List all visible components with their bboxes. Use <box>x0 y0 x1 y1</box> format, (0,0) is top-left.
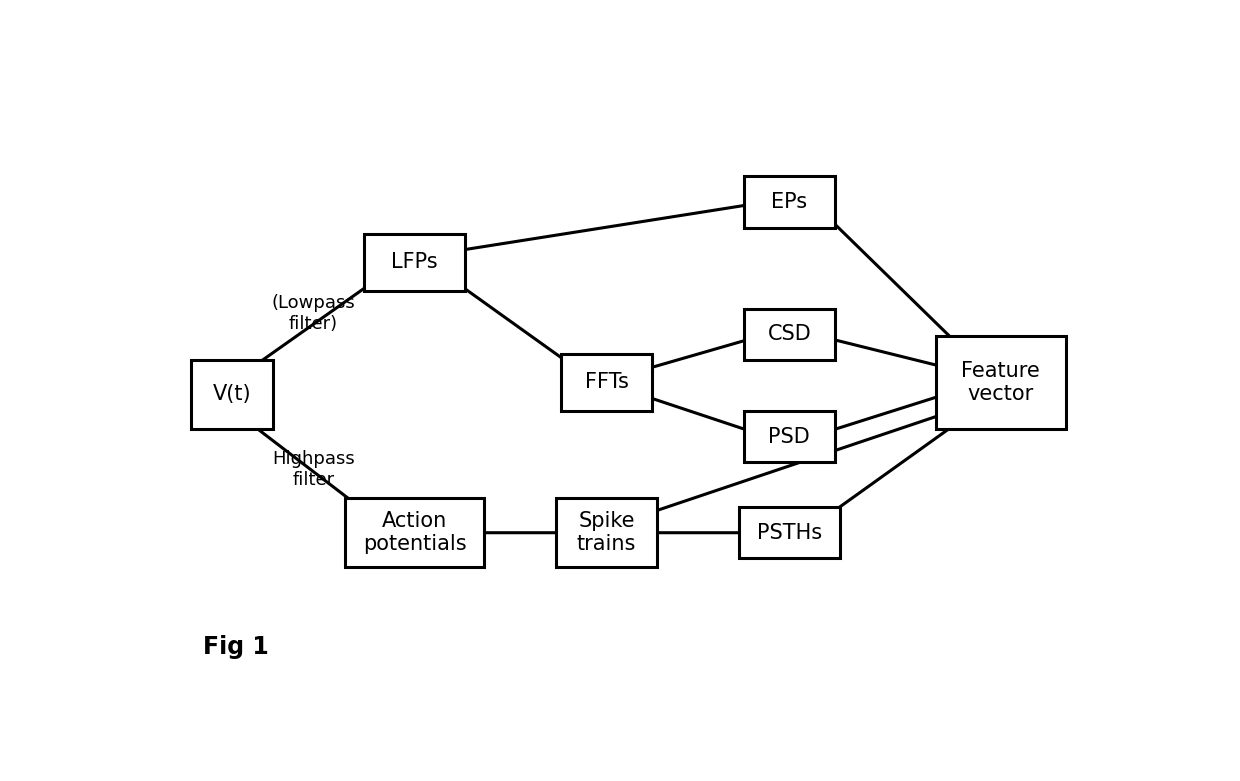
FancyBboxPatch shape <box>739 507 839 558</box>
FancyArrowPatch shape <box>440 198 763 254</box>
FancyArrowPatch shape <box>815 417 966 525</box>
FancyArrowPatch shape <box>812 202 966 352</box>
Text: Spike
trains: Spike trains <box>577 511 636 555</box>
Text: Highpass
filter: Highpass filter <box>273 450 355 489</box>
FancyArrowPatch shape <box>630 391 763 437</box>
Text: CSD: CSD <box>768 324 811 344</box>
Text: V(t): V(t) <box>212 384 252 405</box>
Text: PSTHs: PSTHs <box>756 522 822 543</box>
Text: Fig 1: Fig 1 <box>203 635 269 659</box>
FancyBboxPatch shape <box>557 498 657 567</box>
Text: FFTs: FFTs <box>585 373 629 392</box>
Text: LFPs: LFPs <box>391 252 438 272</box>
Text: (Lowpass
filter): (Lowpass filter) <box>272 294 356 333</box>
FancyBboxPatch shape <box>365 234 465 291</box>
FancyBboxPatch shape <box>744 177 835 227</box>
FancyBboxPatch shape <box>345 498 484 567</box>
FancyArrowPatch shape <box>632 405 965 519</box>
FancyArrowPatch shape <box>449 526 578 539</box>
FancyArrowPatch shape <box>244 419 377 520</box>
Text: Feature
vector: Feature vector <box>961 361 1040 404</box>
FancyBboxPatch shape <box>191 360 273 429</box>
Text: PSD: PSD <box>769 426 810 447</box>
FancyArrowPatch shape <box>440 271 582 372</box>
Text: Action
potentials: Action potentials <box>362 511 466 555</box>
FancyBboxPatch shape <box>744 411 835 462</box>
FancyArrowPatch shape <box>632 526 760 539</box>
FancyBboxPatch shape <box>560 354 652 411</box>
Text: EPs: EPs <box>771 192 807 212</box>
FancyArrowPatch shape <box>812 386 965 437</box>
FancyBboxPatch shape <box>744 308 835 360</box>
FancyArrowPatch shape <box>248 273 387 370</box>
FancyArrowPatch shape <box>630 333 763 374</box>
FancyArrowPatch shape <box>812 334 965 375</box>
FancyBboxPatch shape <box>936 336 1065 429</box>
